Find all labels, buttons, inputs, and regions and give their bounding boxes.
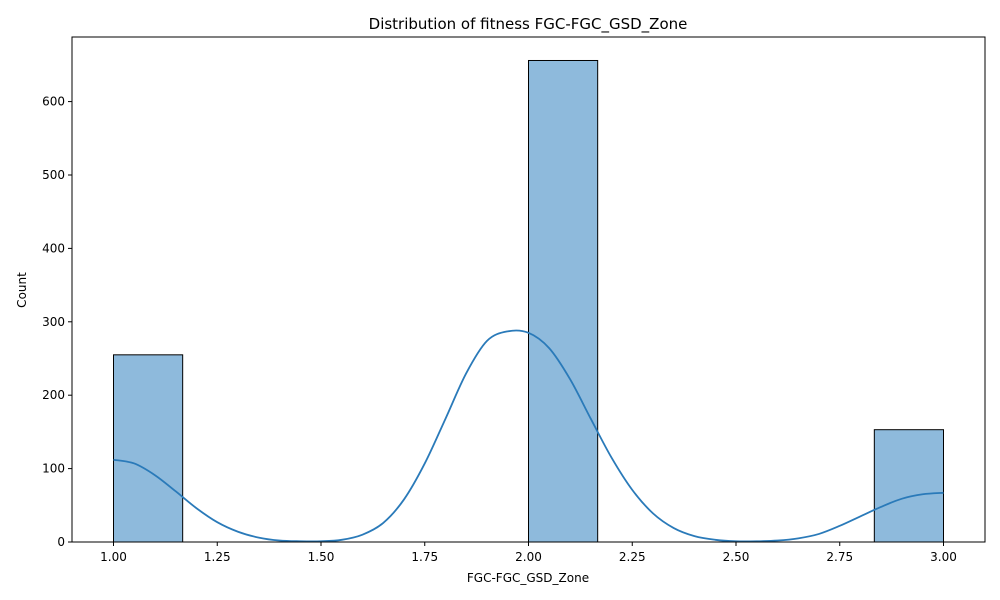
- x-tick-label: 3.00: [930, 550, 957, 564]
- x-tick-label: 1.25: [204, 550, 231, 564]
- histogram-bar: [528, 59, 599, 543]
- y-tick-label: 500: [42, 168, 65, 182]
- x-tick-label: 1.50: [308, 550, 335, 564]
- y-tick-label: 0: [57, 535, 65, 549]
- x-tick-label: 2.75: [826, 550, 853, 564]
- kde-curve: [113, 329, 944, 543]
- x-tick-label: 1.75: [411, 550, 438, 564]
- chart-title: Distribution of fitness FGC-FGC_GSD_Zone: [369, 15, 688, 34]
- y-axis-title: Count: [15, 272, 29, 308]
- y-tick-label: 200: [42, 388, 65, 402]
- x-tick-label: 2.25: [619, 550, 646, 564]
- y-tick-label: 300: [42, 315, 65, 329]
- y-tick-label: 600: [42, 95, 65, 109]
- x-axis: 1.00 1.25 1.50 1.75 2.00 2.25 2.50 2.75 3.00: [100, 542, 957, 564]
- x-tick-label: 2.50: [723, 550, 750, 564]
- x-axis-title: FGC-FGC_GSD_Zone: [467, 571, 589, 585]
- bars-layer: [113, 59, 945, 543]
- histogram-bar: [113, 354, 184, 543]
- y-tick-label: 400: [42, 241, 65, 255]
- y-axis: 0 100 200 300 400 500 600: [42, 95, 72, 549]
- x-tick-label: 2.00: [515, 550, 542, 564]
- histogram-bar: [873, 429, 945, 543]
- y-tick-label: 100: [42, 462, 65, 476]
- x-tick-label: 1.00: [100, 550, 127, 564]
